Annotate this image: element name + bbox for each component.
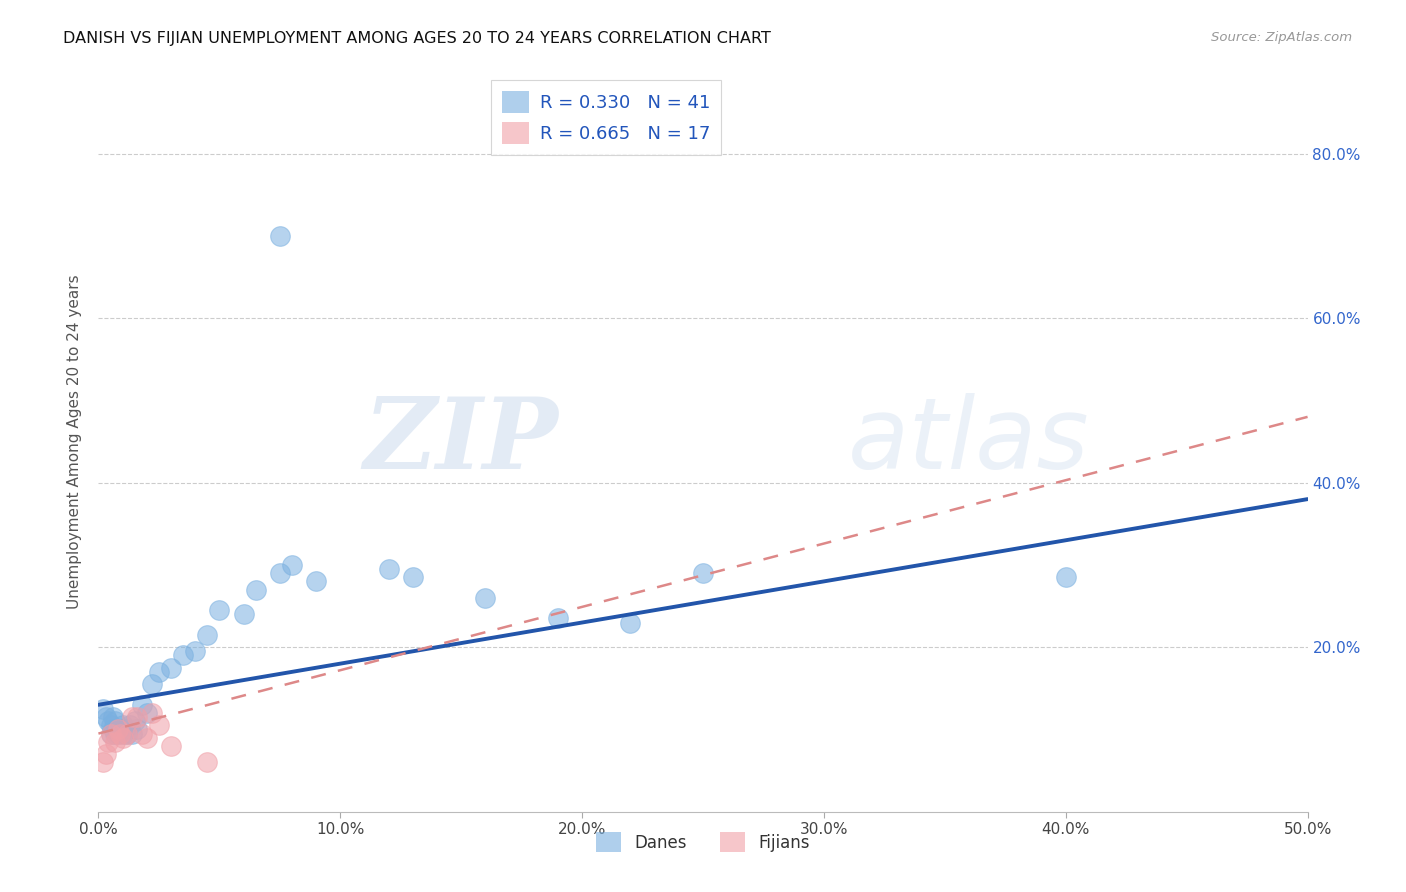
- Point: [172, 648, 194, 663]
- Text: atlas: atlas: [848, 393, 1090, 490]
- Point: [141, 706, 163, 720]
- Point: [100, 726, 122, 740]
- Point: [184, 644, 207, 658]
- Point: [107, 726, 129, 740]
- Point: [108, 726, 131, 740]
- Point: [692, 566, 714, 581]
- Point: [101, 710, 124, 724]
- Point: [160, 661, 183, 675]
- Point: [100, 726, 122, 740]
- Point: [117, 726, 139, 740]
- Point: [131, 698, 153, 712]
- Point: [148, 718, 170, 732]
- Point: [135, 706, 157, 720]
- Point: [547, 611, 569, 625]
- Point: [232, 607, 254, 622]
- Point: [91, 756, 114, 770]
- Point: [94, 710, 117, 724]
- Point: [1054, 570, 1077, 584]
- Point: [121, 710, 143, 724]
- Point: [111, 718, 134, 732]
- Point: [619, 615, 641, 630]
- Point: [127, 710, 149, 724]
- Point: [107, 723, 129, 737]
- Point: [124, 714, 146, 729]
- Point: [402, 570, 425, 584]
- Point: [160, 739, 183, 753]
- Point: [97, 735, 120, 749]
- Point: [111, 731, 134, 745]
- Legend: Danes, Fijians: Danes, Fijians: [589, 825, 817, 859]
- Point: [104, 726, 127, 740]
- Point: [208, 603, 231, 617]
- Point: [111, 726, 134, 740]
- Point: [135, 731, 157, 745]
- Point: [269, 566, 291, 581]
- Point: [114, 723, 136, 737]
- Text: DANISH VS FIJIAN UNEMPLOYMENT AMONG AGES 20 TO 24 YEARS CORRELATION CHART: DANISH VS FIJIAN UNEMPLOYMENT AMONG AGES…: [63, 31, 770, 46]
- Point: [195, 756, 218, 770]
- Point: [94, 747, 117, 761]
- Point: [104, 714, 127, 729]
- Point: [305, 574, 328, 589]
- Point: [281, 558, 304, 572]
- Point: [245, 582, 267, 597]
- Point: [131, 726, 153, 740]
- Text: Source: ZipAtlas.com: Source: ZipAtlas.com: [1212, 31, 1353, 45]
- Point: [104, 735, 127, 749]
- Point: [117, 726, 139, 740]
- Point: [474, 591, 496, 605]
- Point: [91, 702, 114, 716]
- Point: [195, 628, 218, 642]
- Point: [121, 726, 143, 740]
- Point: [100, 718, 122, 732]
- Point: [269, 228, 291, 243]
- Point: [377, 562, 399, 576]
- Text: ZIP: ZIP: [363, 393, 558, 490]
- Point: [108, 723, 131, 737]
- Point: [148, 665, 170, 679]
- Point: [141, 677, 163, 691]
- Point: [97, 714, 120, 729]
- Y-axis label: Unemployment Among Ages 20 to 24 years: Unemployment Among Ages 20 to 24 years: [67, 274, 83, 609]
- Point: [127, 723, 149, 737]
- Point: [101, 723, 124, 737]
- Point: [118, 718, 141, 732]
